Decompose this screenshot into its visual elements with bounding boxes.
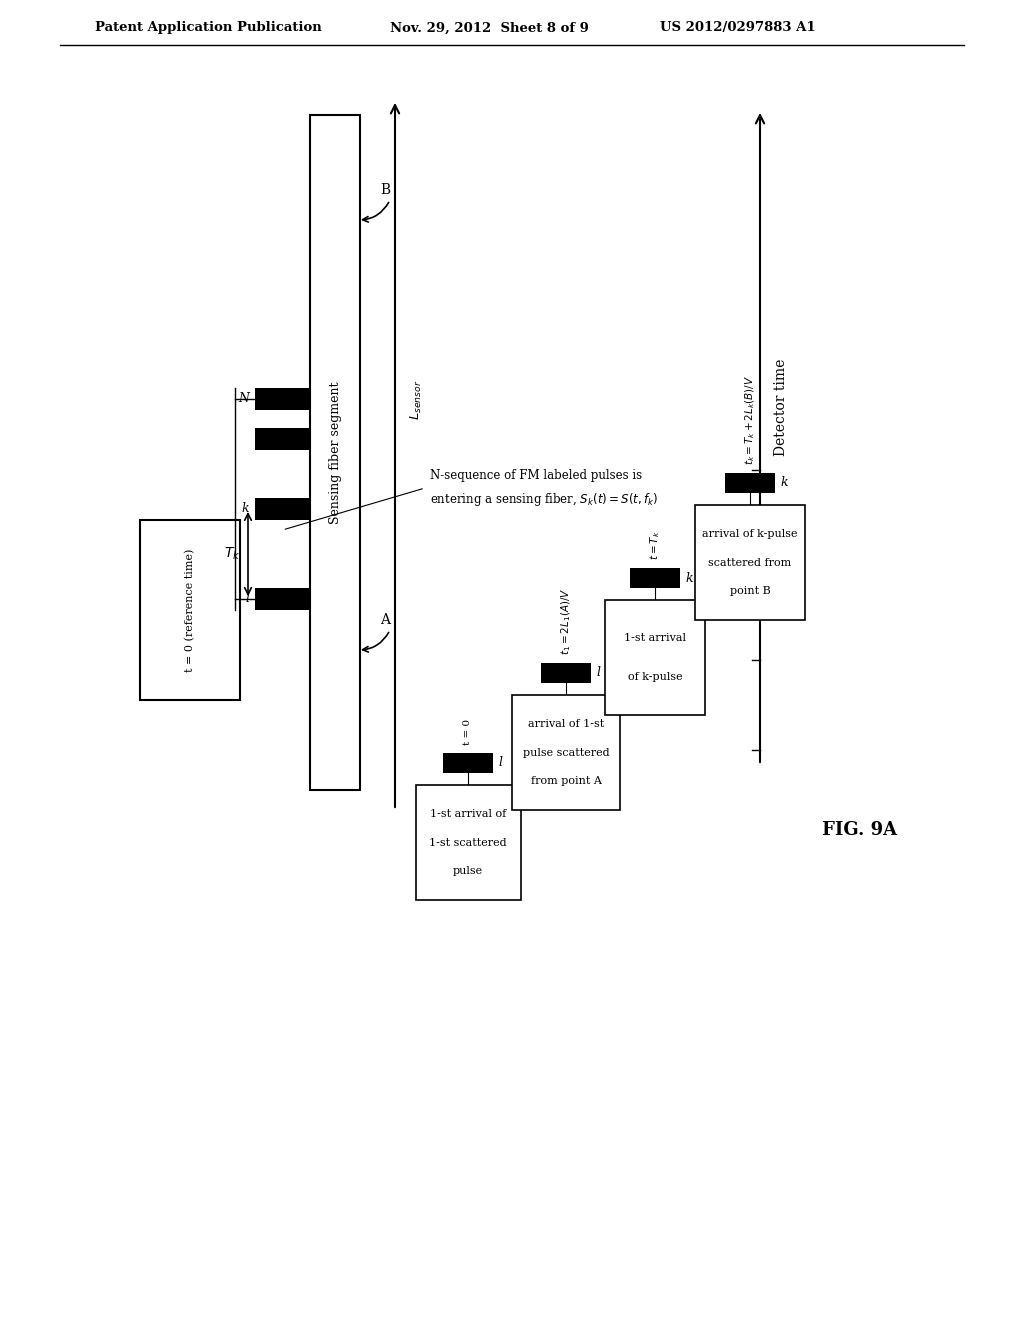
Text: N-sequence of FM labeled pulses is: N-sequence of FM labeled pulses is xyxy=(430,469,642,482)
Text: k: k xyxy=(685,572,692,585)
Text: $t_k= T_k+ 2L_k(B)/V$: $t_k= T_k+ 2L_k(B)/V$ xyxy=(743,375,757,465)
Text: Sensing fiber segment: Sensing fiber segment xyxy=(329,381,341,524)
Text: pulse scattered: pulse scattered xyxy=(522,747,609,758)
Text: t = 0 (reference time): t = 0 (reference time) xyxy=(185,548,196,672)
Text: arrival of 1-st: arrival of 1-st xyxy=(528,719,604,729)
Text: l: l xyxy=(498,756,502,770)
Text: $T_k$: $T_k$ xyxy=(223,545,240,562)
Text: l: l xyxy=(596,667,600,680)
Text: $t_1= 2L_1(A)/V$: $t_1= 2L_1(A)/V$ xyxy=(559,587,572,655)
Text: B: B xyxy=(380,183,390,197)
Text: point B: point B xyxy=(730,586,770,597)
Text: $L_{sensor}$: $L_{sensor}$ xyxy=(409,380,424,420)
Text: k: k xyxy=(242,503,249,516)
Text: l: l xyxy=(245,593,249,606)
Bar xyxy=(725,473,775,492)
Text: arrival of k-pulse: arrival of k-pulse xyxy=(702,529,798,539)
Text: Nov. 29, 2012  Sheet 8 of 9: Nov. 29, 2012 Sheet 8 of 9 xyxy=(390,21,589,34)
Text: entering a sensing fiber, $S_k(t) = S(t, f_k)$: entering a sensing fiber, $S_k(t) = S(t,… xyxy=(430,491,658,508)
Text: Patent Application Publication: Patent Application Publication xyxy=(95,21,322,34)
Text: scattered from: scattered from xyxy=(709,557,792,568)
Text: t = 0: t = 0 xyxy=(464,719,472,744)
Text: 1-st scattered: 1-st scattered xyxy=(429,837,507,847)
Bar xyxy=(416,785,520,900)
Text: FIG. 9A: FIG. 9A xyxy=(822,821,898,840)
Bar xyxy=(255,498,310,520)
Text: $t = T_k$: $t = T_k$ xyxy=(648,531,662,560)
Text: pulse: pulse xyxy=(453,866,483,876)
Text: US 2012/0297883 A1: US 2012/0297883 A1 xyxy=(660,21,816,34)
Text: Detector time: Detector time xyxy=(774,359,788,457)
Bar xyxy=(541,663,591,682)
Bar xyxy=(255,388,310,411)
Text: N: N xyxy=(238,392,249,405)
Bar xyxy=(695,506,805,620)
Bar xyxy=(443,752,493,774)
Text: A: A xyxy=(380,612,390,627)
Text: from point A: from point A xyxy=(530,776,601,787)
Text: k: k xyxy=(780,477,787,490)
Text: 1-st arrival of: 1-st arrival of xyxy=(430,809,506,818)
Bar xyxy=(630,568,680,587)
Bar xyxy=(605,601,705,715)
Bar xyxy=(512,696,620,810)
Bar xyxy=(255,428,310,450)
Bar xyxy=(310,115,360,789)
Text: 1-st arrival: 1-st arrival xyxy=(624,634,686,643)
Bar xyxy=(140,520,240,700)
Bar xyxy=(255,587,310,610)
Text: of k-pulse: of k-pulse xyxy=(628,672,682,681)
